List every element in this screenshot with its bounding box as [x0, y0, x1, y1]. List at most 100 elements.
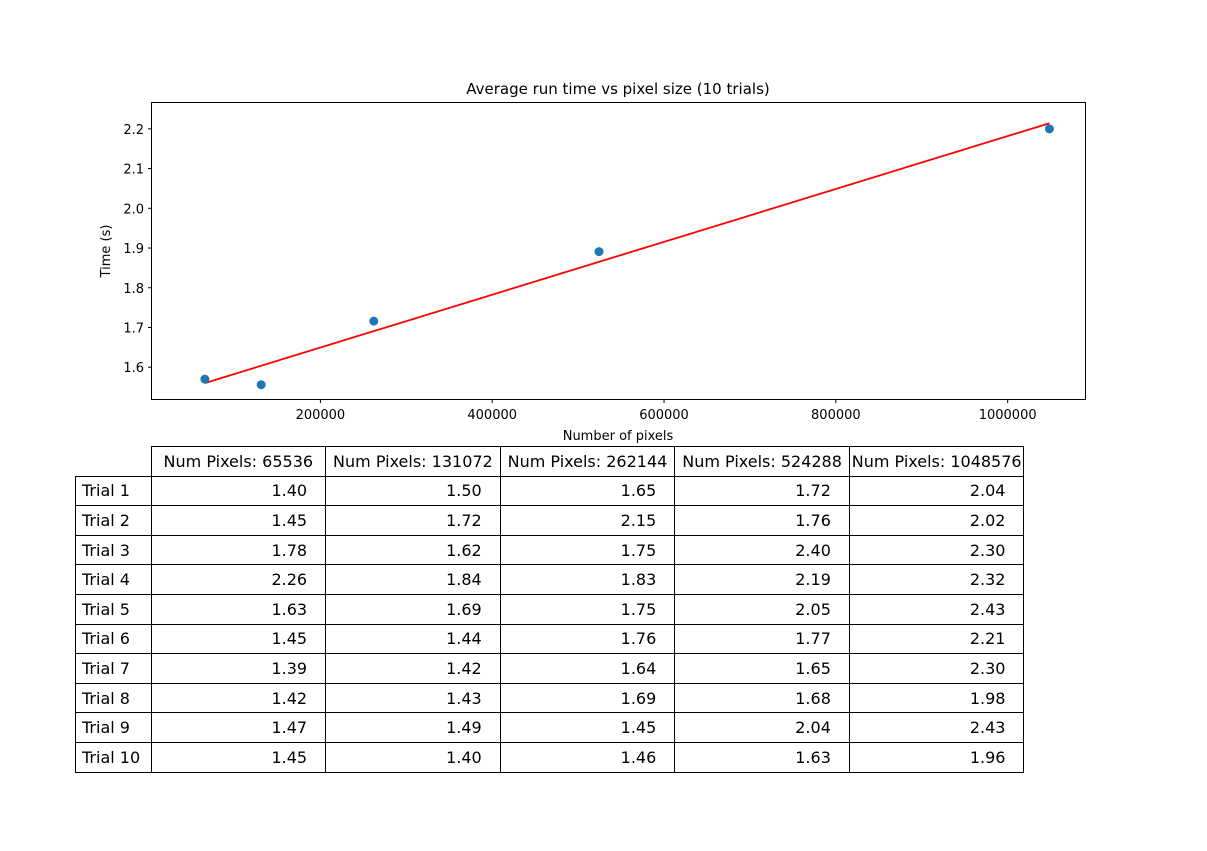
table-cell: 2.32	[848, 564, 1025, 595]
table-cell: 1.44	[325, 623, 501, 655]
table-cell: 1.75	[499, 593, 676, 625]
table-cell: 1.42	[325, 653, 501, 684]
row-header: Trial 7	[75, 653, 152, 684]
table-cell: 2.15	[499, 505, 676, 536]
table-cell: 1.45	[150, 741, 327, 773]
table-cell: 1.62	[325, 534, 501, 566]
table-cell: 1.42	[150, 682, 327, 714]
table-cell: 2.40	[674, 534, 850, 566]
table-cell: 1.98	[848, 682, 1025, 714]
table-cell: 1.68	[674, 682, 850, 714]
x-axis-label: Number of pixels	[563, 429, 674, 444]
table-cell: 1.40	[325, 741, 501, 773]
row-header: Trial 6	[75, 623, 152, 655]
table-cell: 2.04	[674, 712, 850, 743]
table-cell: 2.30	[848, 653, 1025, 684]
table-cell: 1.69	[499, 682, 676, 714]
table-row: Trial 3 1.78 1.62 1.75 2.40 2.30	[75, 534, 1025, 566]
table-cell: 1.65	[499, 475, 676, 507]
data-point	[1044, 124, 1054, 134]
table-cell: 1.39	[150, 653, 327, 684]
table-cell: 1.84	[325, 564, 501, 595]
x-axis-ticks: 200000 400000 600000 800000 1000000	[296, 399, 1037, 423]
y-tick-label: 2.1	[123, 163, 144, 178]
column-header: Num Pixels: 131072	[325, 446, 501, 477]
table-row: Trial 1 1.40 1.50 1.65 1.72 2.04	[75, 475, 1025, 507]
row-header: Trial 2	[75, 505, 152, 536]
table-row: Trial 9 1.47 1.49 1.45 2.04 2.43	[75, 712, 1025, 743]
table-cell: 2.02	[848, 505, 1025, 536]
table-cell: 1.49	[325, 712, 501, 743]
table-cell: 1.76	[499, 623, 676, 655]
data-point	[369, 316, 379, 326]
table-cell: 1.43	[325, 682, 501, 714]
table-row: Trial 8 1.42 1.43 1.69 1.68 1.98	[75, 682, 1025, 714]
y-tick-label: 2.0	[123, 202, 144, 217]
y-tick-label: 2.2	[123, 123, 144, 138]
table-cell: 1.83	[499, 564, 676, 595]
data-point	[200, 374, 210, 384]
table-cell: 1.75	[499, 534, 676, 566]
y-tick-label: 1.6	[123, 361, 144, 376]
table-cell: 1.63	[674, 741, 850, 773]
row-header: Trial 9	[75, 712, 152, 743]
y-axis-ticks: 1.6 1.7 1.8 1.9 2.0 2.1 2.2	[123, 123, 152, 376]
row-header: Trial 3	[75, 534, 152, 566]
table-row: Trial 2 1.45 1.72 2.15 1.76 2.02	[75, 505, 1025, 536]
row-header: Trial 5	[75, 593, 152, 625]
table-cell: 1.50	[325, 475, 501, 507]
table-cell: 1.78	[150, 534, 327, 566]
column-header: Num Pixels: 65536	[150, 446, 327, 477]
table-cell: 2.05	[674, 593, 850, 625]
series-layer	[200, 122, 1054, 390]
table-body: Trial 1 1.40 1.50 1.65 1.72 2.04 Trial 2 1.45 1.…	[75, 475, 1025, 773]
table-cell: 1.45	[150, 623, 327, 655]
x-tick-label: 200000	[296, 408, 346, 423]
table-cell: 1.40	[150, 475, 327, 507]
x-tick-label: 600000	[639, 408, 689, 423]
y-axis-label: Time (s)	[99, 225, 114, 279]
table-cell: 1.72	[674, 475, 850, 507]
table-cell: 1.63	[150, 593, 327, 625]
row-header: Trial 8	[75, 682, 152, 714]
data-point	[594, 247, 604, 257]
fit-line	[204, 122, 1050, 384]
plot-area-frame	[151, 102, 1086, 400]
table-row: Trial 4 2.26 1.84 1.83 2.19 2.32	[75, 564, 1025, 595]
data-point	[256, 380, 266, 390]
table-cell: 2.43	[848, 593, 1025, 625]
table-row: Trial 5 1.63 1.69 1.75 2.05 2.43	[75, 593, 1025, 625]
column-header: Num Pixels: 262144	[499, 446, 676, 477]
row-header: Trial 4	[75, 564, 152, 595]
y-tick-label: 1.9	[123, 242, 144, 257]
x-tick-label: 400000	[467, 408, 517, 423]
table-cell: 1.47	[150, 712, 327, 743]
table-cell: 1.65	[674, 653, 850, 684]
column-header: Num Pixels: 1048576	[848, 446, 1025, 477]
trials-table: Num Pixels: 65536 Num Pixels: 131072 Num…	[75, 446, 1025, 773]
x-tick-label: 1000000	[979, 408, 1037, 423]
table-cell: 2.21	[848, 623, 1025, 655]
column-header: Num Pixels: 524288	[674, 446, 850, 477]
table-cell: 1.96	[848, 741, 1025, 773]
table-cell: 2.30	[848, 534, 1025, 566]
y-tick-label: 1.8	[123, 282, 144, 297]
y-tick-label: 1.7	[123, 321, 144, 336]
row-header: Trial 1	[75, 475, 152, 507]
table-corner-cell	[75, 446, 152, 477]
table-row: Trial 10 1.45 1.40 1.46 1.63 1.96	[75, 741, 1025, 773]
table-cell: 2.26	[150, 564, 327, 595]
table-cell: 1.45	[499, 712, 676, 743]
table-cell: 1.77	[674, 623, 850, 655]
row-header: Trial 10	[75, 741, 152, 773]
table-cell: 1.76	[674, 505, 850, 536]
table-cell: 1.72	[325, 505, 501, 536]
table-row: Trial 6 1.45 1.44 1.76 1.77 2.21	[75, 623, 1025, 655]
table-cell: 2.19	[674, 564, 850, 595]
table-cell: 1.69	[325, 593, 501, 625]
table-cell: 2.43	[848, 712, 1025, 743]
table-cell: 2.04	[848, 475, 1025, 507]
x-tick-label: 800000	[811, 408, 861, 423]
table-cell: 1.45	[150, 505, 327, 536]
